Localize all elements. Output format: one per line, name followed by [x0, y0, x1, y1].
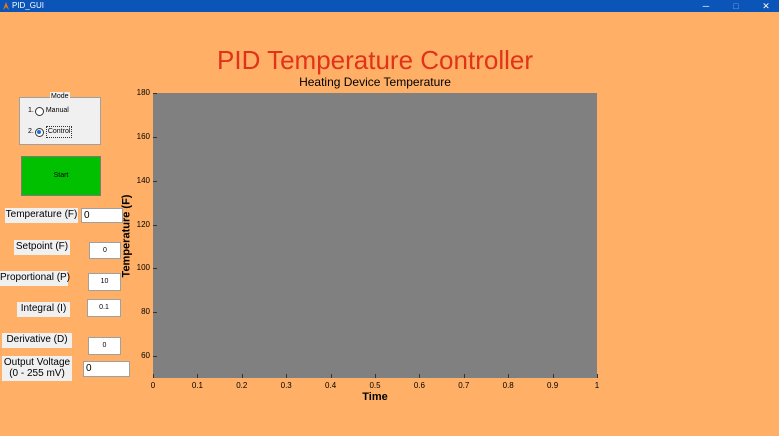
y-tick-label: 80: [141, 307, 150, 317]
x-tick-label: 0.3: [280, 381, 292, 390]
x-tick-mark: [375, 374, 376, 378]
setpoint-label: Setpoint (F): [14, 240, 70, 255]
matlab-app-icon: [3, 2, 9, 10]
x-tick-label: 0: [150, 381, 156, 390]
y-tick-label: 60: [141, 351, 150, 361]
radio-control[interactable]: [34, 127, 44, 137]
x-tick-mark: [597, 374, 598, 378]
y-tick-mark: [153, 93, 157, 94]
y-tick-label: 180: [136, 88, 150, 97]
y-tick-mark: [153, 136, 157, 138]
x-tick-mark: [330, 374, 332, 378]
close-button[interactable]: ✕: [762, 1, 770, 11]
temperature-field[interactable]: 0: [81, 208, 123, 223]
plot-title: Heating Device Temperature: [299, 75, 451, 89]
x-tick-label: 0.9: [547, 381, 559, 390]
mode-option-number: 1.: [28, 107, 34, 114]
output-voltage-label-line2: (0 - 255 mV): [9, 368, 65, 379]
x-tick-label: 0.5: [369, 381, 381, 390]
temperature-plot-axes: [153, 93, 597, 378]
mode-option-label: Manual: [45, 107, 69, 114]
x-tick-label: 0.4: [325, 381, 337, 390]
page-title: PID Temperature Controller: [217, 45, 533, 75]
window-title: PID_GUI: [12, 1, 45, 10]
integral-label: Integral (I): [17, 302, 70, 317]
mode-option-label: Control: [45, 126, 73, 138]
x-axis-label: Time: [362, 391, 388, 403]
derivative-field[interactable]: 0: [88, 337, 121, 355]
window-title-bar: PID_GUI ─ □ ✕: [0, 0, 779, 12]
start-button[interactable]: Start: [21, 156, 101, 196]
y-tick-mark: [153, 224, 157, 226]
x-tick-label: 1: [594, 381, 600, 390]
mode-option-control[interactable]: 2. Control: [28, 126, 73, 138]
x-tick-mark: [153, 374, 154, 378]
x-tick-label: 0.2: [236, 381, 248, 390]
x-tick-label: 0.7: [458, 381, 470, 390]
x-tick-mark: [552, 374, 554, 378]
y-axis-label: Temperature (F): [120, 194, 133, 278]
x-tick-mark: [463, 374, 465, 378]
proportional-field[interactable]: 10: [88, 273, 121, 291]
y-tick-label: 100: [136, 263, 150, 273]
proportional-label: Proportional (P): [0, 271, 70, 286]
setpoint-field[interactable]: 0: [89, 242, 121, 259]
derivative-label: Derivative (D): [2, 333, 72, 348]
y-tick-label: 140: [136, 175, 150, 185]
mode-panel-legend: Mode: [50, 92, 70, 101]
x-tick-label: 0.8: [502, 381, 514, 390]
x-tick-mark: [419, 374, 421, 378]
x-tick-mark: [197, 374, 199, 378]
mode-option-number: 2.: [28, 128, 34, 135]
x-tick-mark: [508, 374, 510, 378]
y-tick-mark: [153, 312, 157, 314]
integral-field[interactable]: 0.1: [87, 299, 121, 317]
output-voltage-field[interactable]: 0: [83, 361, 130, 377]
y-tick-label: 120: [136, 219, 150, 229]
x-tick-label: 0.6: [413, 381, 425, 390]
y-tick-label: 160: [136, 131, 150, 141]
output-voltage-label: Output Voltage (0 - 255 mV): [2, 356, 72, 381]
y-tick-mark: [153, 268, 157, 270]
y-tick-mark: [153, 180, 157, 182]
x-tick-label: 0.1: [191, 381, 203, 390]
output-voltage-label-line1: Output Voltage: [3, 357, 71, 368]
temperature-label: Temperature (F): [5, 208, 78, 223]
x-tick-mark: [286, 374, 288, 378]
mode-option-manual[interactable]: 1. Manual: [28, 106, 69, 116]
radio-manual[interactable]: [34, 106, 44, 116]
maximize-button[interactable]: □: [733, 1, 739, 11]
minimize-button[interactable]: ─: [702, 1, 710, 11]
y-tick-mark: [153, 356, 157, 358]
x-tick-mark: [241, 374, 243, 378]
